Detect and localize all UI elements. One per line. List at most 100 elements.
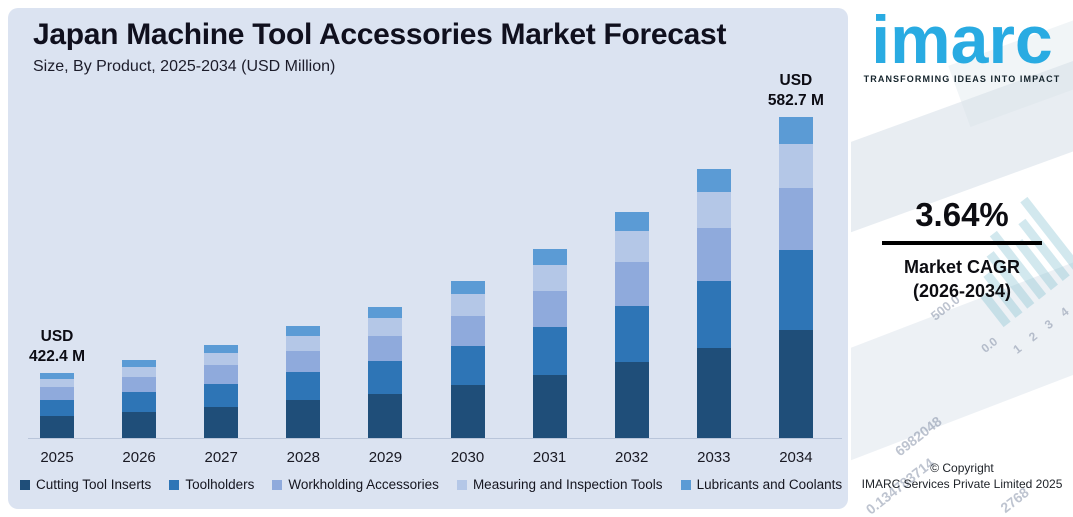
- segment-workholding-accessories-2030: [450, 315, 485, 347]
- legend-item-toolholders: Toolholders: [169, 477, 254, 492]
- segment-workholding-accessories-2034: [778, 187, 813, 251]
- segment-lubricants-and-coolants-2027: [204, 345, 239, 353]
- segment-measuring-and-inspection-tools-2033: [696, 191, 731, 229]
- segment-measuring-and-inspection-tools-2031: [532, 265, 567, 291]
- legend-swatch-toolholders: [169, 479, 180, 490]
- segment-measuring-and-inspection-tools-2026: [122, 366, 157, 378]
- legend-item-lubricants-and-coolants: Lubricants and Coolants: [680, 477, 843, 492]
- segment-cutting-tool-inserts-2033: [696, 347, 731, 438]
- copyright: © Copyright IMARC Services Private Limit…: [851, 460, 1073, 492]
- segment-cutting-tool-inserts-2027: [204, 406, 239, 439]
- x-tick-2028: 2028: [286, 449, 320, 466]
- segment-cutting-tool-inserts-2029: [368, 394, 403, 439]
- value-label-2025: USD 422.4 M: [28, 328, 85, 365]
- segment-cutting-tool-inserts-2034: [778, 330, 813, 438]
- imarc-logo-tagline: TRANSFORMING IDEAS INTO IMPACT: [863, 73, 1061, 84]
- segment-workholding-accessories-2029: [368, 335, 403, 362]
- x-tick-2025: 2025: [40, 449, 74, 466]
- legend-label-workholding-accessories: Workholding Accessories: [288, 477, 439, 492]
- legend-swatch-lubricants-and-coolants: [680, 479, 691, 490]
- segment-lubricants-and-coolants-2034: [778, 117, 813, 145]
- chart-subtitle: Size, By Product, 2025-2034 (USD Million…: [33, 58, 336, 75]
- legend-item-cutting-tool-inserts: Cutting Tool Inserts: [20, 477, 151, 492]
- cagr-value: 3.64%: [915, 196, 1009, 233]
- brand-panel: 500.0 0.0 1 2 3 4 6982048 0.134783714 2768 im…: [851, 0, 1073, 517]
- cagr-block: 3.64% Market CAGR (2026-2034): [851, 196, 1073, 303]
- segment-workholding-accessories-2026: [122, 377, 157, 393]
- x-tick-2031: 2031: [532, 449, 567, 466]
- bar-2026: [122, 360, 157, 438]
- legend-swatch-workholding-accessories: [272, 479, 283, 490]
- segment-lubricants-and-coolants-2030: [450, 281, 485, 295]
- segment-cutting-tool-inserts-2025: [40, 416, 74, 439]
- cagr-label: Market CAGR: [903, 257, 1021, 277]
- legend-label-measuring-and-inspection-tools: Measuring and Inspection Tools: [472, 477, 663, 492]
- segment-cutting-tool-inserts-2028: [286, 400, 321, 438]
- x-tick-2032: 2032: [615, 449, 649, 466]
- bar-2030: [450, 281, 485, 438]
- chart-panel: Japan Machine Tool Accessories Market Fo…: [8, 8, 848, 509]
- chart-title: Japan Machine Tool Accessories Market Fo…: [33, 18, 727, 51]
- imarc-logo-wordmark: imarc: [871, 2, 1053, 78]
- bar-2029: [368, 307, 403, 439]
- segment-measuring-and-inspection-tools-2028: [286, 335, 321, 351]
- bar-2033: [696, 169, 731, 438]
- copyright-line2: IMARC Services Private Limited 2025: [861, 477, 1063, 491]
- segment-toolholders-2029: [368, 361, 403, 395]
- segment-workholding-accessories-2028: [286, 350, 321, 373]
- segment-toolholders-2033: [696, 280, 731, 348]
- segment-cutting-tool-inserts-2031: [532, 374, 567, 438]
- segment-lubricants-and-coolants-2026: [122, 360, 157, 367]
- legend-swatch-cutting-tool-inserts: [20, 479, 30, 490]
- x-tick-2033: 2033: [697, 449, 731, 466]
- legend-item-measuring-and-inspection-tools: Measuring and Inspection Tools: [456, 477, 663, 492]
- segment-workholding-accessories-2025: [40, 387, 74, 400]
- x-tick-2034: 2034: [779, 449, 813, 466]
- segment-lubricants-and-coolants-2029: [368, 307, 403, 319]
- legend-label-lubricants-and-coolants: Lubricants and Coolants: [696, 477, 843, 492]
- copyright-line1: © Copyright: [930, 461, 994, 475]
- x-tick-2027: 2027: [204, 449, 238, 466]
- segment-toolholders-2027: [204, 383, 239, 407]
- segment-lubricants-and-coolants-2033: [696, 169, 731, 192]
- legend-label-cutting-tool-inserts: Cutting Tool Inserts: [36, 477, 152, 492]
- segment-toolholders-2026: [122, 392, 157, 412]
- segment-measuring-and-inspection-tools-2032: [614, 231, 649, 262]
- segment-toolholders-2031: [532, 327, 567, 375]
- segment-lubricants-and-coolants-2028: [286, 326, 321, 336]
- bar-2032: [614, 212, 649, 438]
- legend: Cutting Tool Inserts Toolholders Workholdi…: [20, 477, 842, 492]
- x-tick-2029: 2029: [368, 449, 403, 466]
- x-axis-line: [28, 438, 842, 439]
- segment-toolholders-2034: [778, 250, 813, 331]
- segment-workholding-accessories-2031: [532, 290, 567, 328]
- bar-2034: [778, 117, 813, 438]
- segment-toolholders-2030: [450, 346, 485, 386]
- bar-2028: [286, 326, 321, 438]
- segment-measuring-and-inspection-tools-2025: [40, 378, 74, 388]
- bar-2025: [40, 373, 74, 439]
- plot-area: 2025 2026 2027 2028 2029 2030 2031 2032 2033 2034…: [8, 8, 848, 509]
- segment-toolholders-2032: [614, 305, 649, 363]
- cagr-period: (2026-2034): [912, 281, 1012, 301]
- segment-lubricants-and-coolants-2031: [532, 249, 567, 266]
- bar-2027: [204, 345, 239, 439]
- segment-cutting-tool-inserts-2026: [122, 411, 157, 438]
- segment-measuring-and-inspection-tools-2029: [368, 318, 403, 336]
- legend-item-workholding-accessories: Workholding Accessories: [272, 477, 439, 492]
- legend-swatch-measuring-and-inspection-tools: [456, 479, 467, 490]
- segment-lubricants-and-coolants-2032: [614, 212, 649, 232]
- segment-workholding-accessories-2032: [614, 261, 649, 306]
- x-tick-2026: 2026: [122, 449, 156, 466]
- segment-cutting-tool-inserts-2032: [614, 362, 649, 438]
- imarc-logo: imarc TRANSFORMING IDEAS INTO IMPACT: [851, 2, 1073, 84]
- cagr-divider: [882, 241, 1042, 245]
- segment-toolholders-2025: [40, 399, 74, 417]
- segment-workholding-accessories-2027: [204, 365, 239, 384]
- segment-cutting-tool-inserts-2030: [450, 385, 485, 438]
- segment-lubricants-and-coolants-2025: [40, 373, 74, 379]
- segment-workholding-accessories-2033: [696, 228, 731, 281]
- bar-2031: [532, 249, 567, 438]
- segment-toolholders-2028: [286, 372, 321, 401]
